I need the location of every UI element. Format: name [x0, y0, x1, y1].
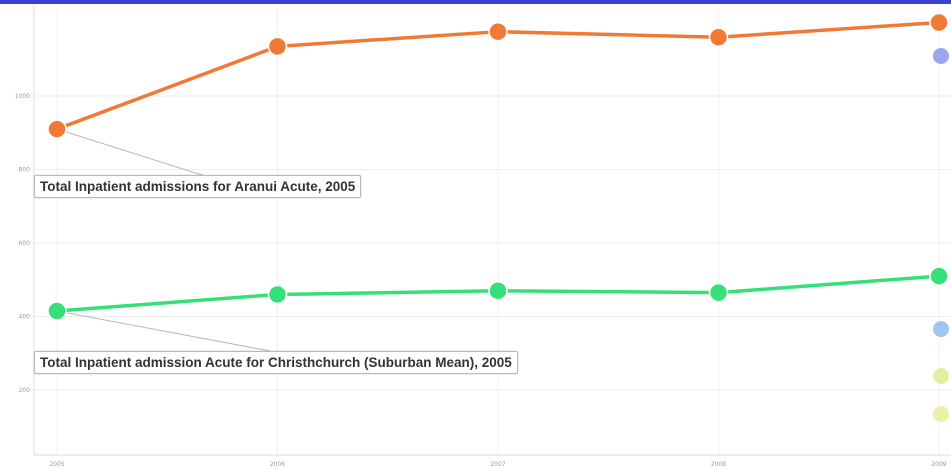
- series-0-point: [929, 12, 949, 33]
- top-accent-bar: [0, 0, 951, 4]
- series-1-point: [708, 282, 729, 303]
- chart-axes: 1000 800 600 400 200 2005 2006 2007 2008 2009: [15, 6, 951, 468]
- x-tick-label: 2009: [931, 461, 946, 468]
- legend-marker: [932, 320, 950, 338]
- legend-marker: [932, 47, 950, 65]
- x-tick-label: 2006: [270, 461, 285, 468]
- legend-marker: [932, 405, 950, 423]
- callout-aranui: Total Inpatient admissions for Aranui Ac…: [34, 175, 362, 198]
- annotation-leaders: [56, 128, 271, 352]
- legend-marker: [932, 367, 950, 385]
- annotation-leader-line: [56, 128, 206, 177]
- series-1-point: [267, 284, 288, 305]
- y-tick-label: 600: [19, 240, 31, 247]
- series-1-point: [929, 266, 949, 286]
- chart-grid: [34, 6, 951, 455]
- series-1-point: [488, 281, 508, 301]
- series-0-point: [488, 21, 508, 42]
- y-tick-label: 1000: [15, 93, 30, 100]
- callout-christchurch: Total Inpatient admission Acute for Chri…: [34, 351, 518, 374]
- y-tick-label: 800: [19, 167, 31, 174]
- x-tick-label: 2005: [49, 461, 64, 468]
- x-tick-label: 2007: [490, 461, 505, 468]
- series-0-point: [47, 119, 67, 139]
- y-tick-label: 200: [19, 387, 31, 394]
- legend-markers: [932, 47, 950, 423]
- annotation-leader-line: [56, 310, 271, 352]
- chart-series: [47, 12, 949, 321]
- y-tick-label: 400: [19, 314, 31, 321]
- series-0-point: [267, 36, 288, 57]
- x-tick-label: 2008: [711, 461, 726, 468]
- series-0-point: [708, 27, 729, 47]
- series-1-point: [47, 301, 67, 321]
